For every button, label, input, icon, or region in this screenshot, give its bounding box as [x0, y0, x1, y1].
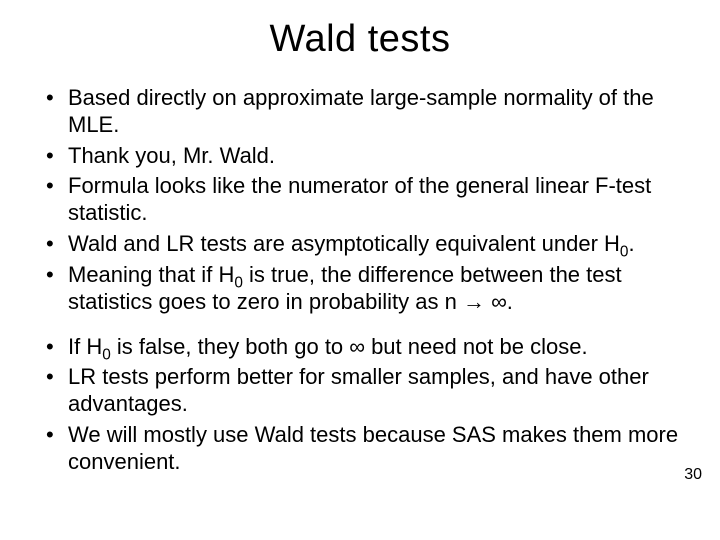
page-number: 30 [684, 466, 702, 484]
slide-title: Wald tests [36, 18, 684, 61]
bullet-item: LR tests perform better for smaller samp… [46, 364, 680, 418]
bullet-item: Based directly on approximate large-samp… [46, 85, 680, 139]
bullet-group-2: If H0 is false, they both go to ∞ but ne… [36, 334, 684, 476]
bullet-item: Wald and LR tests are asymptotically equ… [46, 231, 680, 258]
paragraph-gap [36, 320, 684, 334]
bullet-item: If H0 is false, they both go to ∞ but ne… [46, 334, 680, 361]
bullet-item: We will mostly use Wald tests because SA… [46, 422, 680, 476]
bullet-item: Thank you, Mr. Wald. [46, 143, 680, 170]
slide: Wald tests Based directly on approximate… [0, 0, 720, 540]
bullet-item: Formula looks like the numerator of the … [46, 173, 680, 227]
bullet-item: Meaning that if H0 is true, the differen… [46, 262, 680, 316]
bullet-group-1: Based directly on approximate large-samp… [36, 85, 684, 316]
